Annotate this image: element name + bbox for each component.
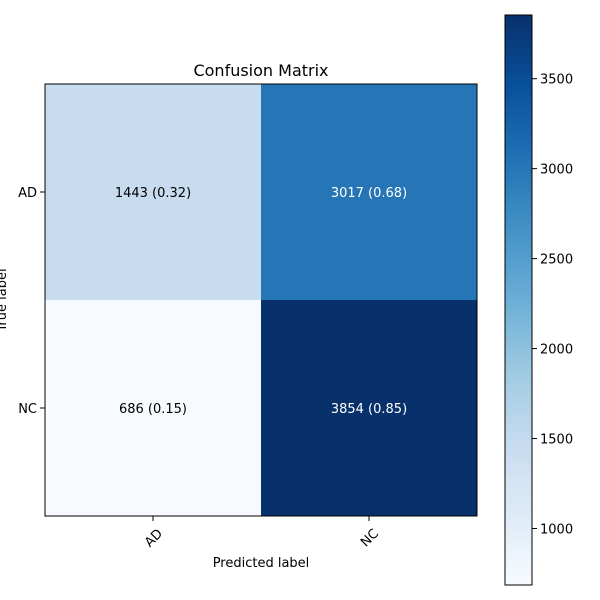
cell-value-label: 686 (0.15) [119,402,187,417]
colorbar-ticks: 1000 1500 2000 2500 3000 3500 [532,73,573,538]
x-tick-label: NC [358,526,382,550]
heatmap-cells [45,84,477,516]
heatmap-cell [45,84,261,300]
cell-value-label: 1443 (0.32) [115,186,191,201]
y-tick-label: AD [18,186,37,201]
plot-frame [44,83,478,517]
colorbar-tick-label: 1500 [540,433,573,448]
colorbar-tick-label: 1000 [540,523,573,538]
y-axis-ticks: AD NC [18,186,45,417]
colorbar-tick-label: 3500 [540,73,573,88]
x-tick-label: AD [142,526,166,550]
colorbar-tick-label: 3000 [540,163,573,178]
y-tick-label: NC [18,402,37,417]
cell-value-label: 3854 (0.85) [331,402,407,417]
heatmap-cell [45,300,261,516]
colorbar-tick-label: 2000 [540,343,573,358]
chart-title: Confusion Matrix [193,61,328,80]
x-axis-ticks: AD NC [142,516,382,550]
heatmap-cell-labels: 1443 (0.32) 3017 (0.68) 686 (0.15) 3854 (0.… [115,186,407,417]
heatmap-cell [261,84,477,300]
cell-value-label: 3017 (0.68) [331,186,407,201]
x-axis-label: Predicted label [213,556,310,571]
heatmap-cell [261,300,477,516]
y-axis-label: True label [0,268,10,332]
colorbar-tick-label: 2500 [540,253,573,268]
colorbar [504,14,533,586]
